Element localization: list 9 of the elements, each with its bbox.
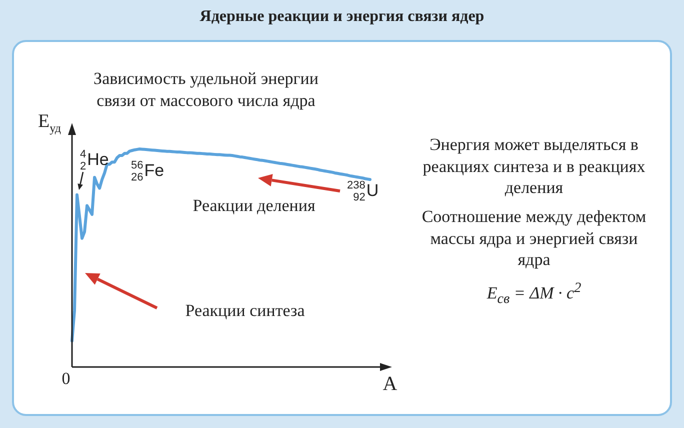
chart-subtitle: Зависимость удельной энергии связи от массового числа ядра [92, 68, 320, 112]
annotation: Реакции деления [192, 196, 316, 215]
text: Соотношение между дефектом массы ядра и энергией связи ядра [420, 206, 648, 270]
x-axis-title: A [382, 373, 398, 395]
chart-title: Ядерные реакции и энергия связи ядер [198, 8, 486, 26]
text: E$_{св}$ = ΔM · c$^{2}$ [486, 279, 582, 310]
annotation: Реакции синтеза [185, 301, 306, 320]
text: 0 [62, 369, 70, 388]
text: Энергия может выделяться в реакциях синтеза и в реакциях деления [422, 134, 646, 198]
